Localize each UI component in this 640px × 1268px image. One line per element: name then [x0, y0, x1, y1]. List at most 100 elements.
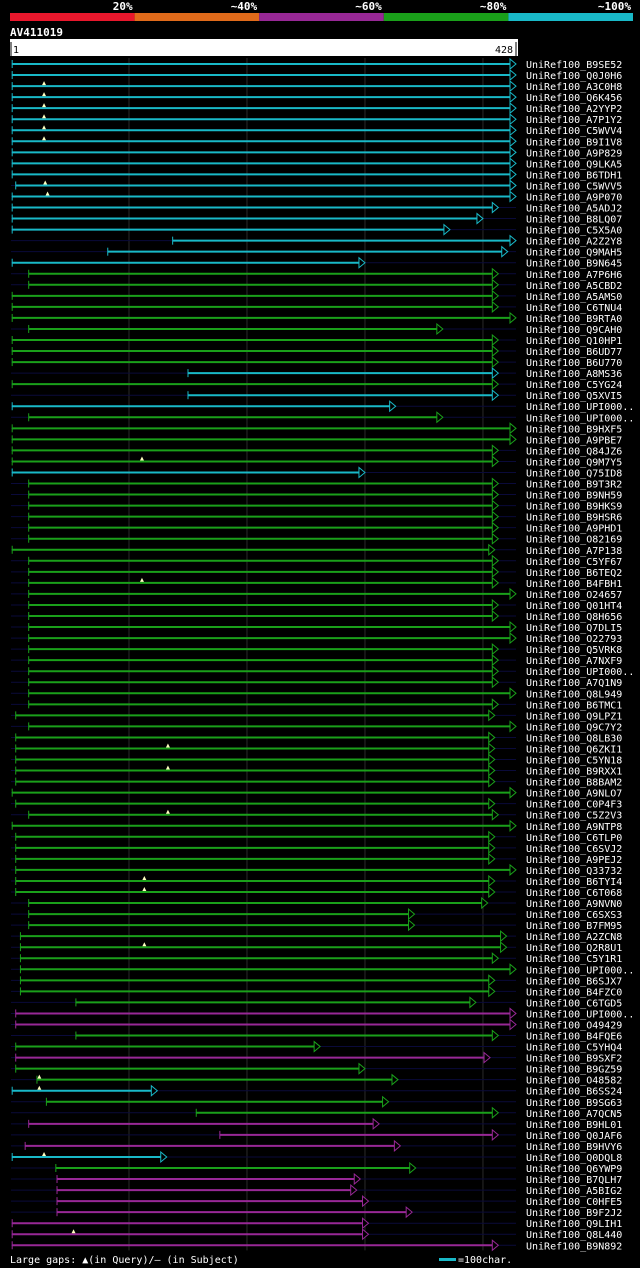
- hit-label[interactable]: UniRef100_B6TDH1: [526, 170, 622, 181]
- hit-label[interactable]: UniRef100_A9NTP8: [526, 822, 622, 833]
- hit-label[interactable]: UniRef100_B7QLH7: [526, 1175, 622, 1186]
- hit-label[interactable]: UniRef100_B9SG63: [526, 1098, 622, 1109]
- hit-label[interactable]: UniRef100_Q0DQL8: [526, 1153, 622, 1164]
- hit-label[interactable]: UniRef100_B4FQE6: [526, 1032, 622, 1043]
- hit-label[interactable]: UniRef100_Q75ID8: [526, 468, 622, 479]
- hit-label[interactable]: UniRef100_B9F2J2: [526, 1208, 622, 1219]
- hit-label[interactable]: UniRef100_O22793: [526, 634, 622, 645]
- hit-label[interactable]: UniRef100_C5YN18: [526, 756, 622, 767]
- hit-label[interactable]: UniRef100_B9HKS9: [526, 502, 622, 513]
- hit-label[interactable]: UniRef100_A7QCN5: [526, 1109, 622, 1120]
- hit-label[interactable]: UniRef100_A7Q1N9: [526, 678, 622, 689]
- hit-label[interactable]: UniRef100_UPI000..: [526, 1009, 634, 1020]
- hit-label[interactable]: UniRef100_Q9C7Y2: [526, 722, 622, 733]
- hit-label[interactable]: UniRef100_C0HFE5: [526, 1197, 622, 1208]
- hit-label[interactable]: UniRef100_B6SS24: [526, 1087, 622, 1098]
- hit-label[interactable]: UniRef100_C6TNU4: [526, 303, 622, 314]
- hit-label[interactable]: UniRef100_C6TLP0: [526, 833, 622, 844]
- hit-label[interactable]: UniRef100_B9HL01: [526, 1120, 622, 1131]
- hit-label[interactable]: UniRef100_A9NVN0: [526, 899, 622, 910]
- hit-label[interactable]: UniRef100_A7P1Y2: [526, 115, 622, 126]
- hit-label[interactable]: UniRef100_A5AMS0: [526, 292, 622, 303]
- hit-label[interactable]: UniRef100_O82169: [526, 535, 622, 546]
- hit-label[interactable]: UniRef100_Q8LB30: [526, 733, 622, 744]
- hit-label[interactable]: UniRef100_B4FBH1: [526, 579, 622, 590]
- hit-label[interactable]: UniRef100_B9HXF5: [526, 424, 622, 435]
- hit-label[interactable]: UniRef100_B6UD77: [526, 347, 622, 358]
- hit-label[interactable]: UniRef100_B7FM95: [526, 921, 622, 932]
- hit-label[interactable]: UniRef100_A9PBE7: [526, 435, 622, 446]
- hit-label[interactable]: UniRef100_Q2R8U1: [526, 943, 622, 954]
- hit-label[interactable]: UniRef100_C6SVJ2: [526, 844, 622, 855]
- hit-label[interactable]: UniRef100_B8LQ07: [526, 215, 622, 226]
- hit-label[interactable]: UniRef100_B9SXF2: [526, 1054, 622, 1065]
- hit-label[interactable]: UniRef100_Q5XVI5: [526, 391, 622, 402]
- hit-label[interactable]: UniRef100_A2Z2Y8: [526, 237, 622, 248]
- hit-label[interactable]: UniRef100_B8BAM2: [526, 778, 622, 789]
- hit-label[interactable]: UniRef100_B9N645: [526, 259, 622, 270]
- hit-label[interactable]: UniRef100_B9RXX1: [526, 767, 622, 778]
- hit-label[interactable]: UniRef100_A9P070: [526, 192, 622, 203]
- hit-label[interactable]: UniRef100_O49429: [526, 1020, 622, 1031]
- hit-label[interactable]: UniRef100_A9P829: [526, 148, 622, 159]
- hit-label[interactable]: UniRef100_Q9CAH0: [526, 325, 622, 336]
- hit-label[interactable]: UniRef100_Q10HP1: [526, 336, 622, 347]
- hit-label[interactable]: UniRef100_A8MS36: [526, 369, 622, 380]
- hit-label[interactable]: UniRef100_B9I1V8: [526, 137, 622, 148]
- hit-label[interactable]: UniRef100_B9GZ59: [526, 1065, 622, 1076]
- hit-label[interactable]: UniRef100_B9HVY6: [526, 1142, 622, 1153]
- hit-label[interactable]: UniRef100_B6TYI4: [526, 877, 622, 888]
- hit-label[interactable]: UniRef100_Q9M7Y5: [526, 457, 622, 468]
- hit-label[interactable]: UniRef100_UPI000..: [526, 667, 634, 678]
- hit-label[interactable]: UniRef100_C5YF67: [526, 557, 622, 568]
- hit-label[interactable]: UniRef100_Q0JAF6: [526, 1131, 622, 1142]
- hit-label[interactable]: UniRef100_B6SJX7: [526, 976, 622, 987]
- hit-label[interactable]: UniRef100_O48582: [526, 1076, 622, 1087]
- hit-label[interactable]: UniRef100_A5BIG2: [526, 1186, 622, 1197]
- hit-label[interactable]: UniRef100_A5CBD2: [526, 281, 622, 292]
- hit-label[interactable]: UniRef100_A7P138: [526, 546, 622, 557]
- hit-label[interactable]: UniRef100_A7NXF9: [526, 656, 622, 667]
- hit-label[interactable]: UniRef100_Q7DLI5: [526, 623, 622, 634]
- hit-label[interactable]: UniRef100_B6TMC1: [526, 700, 622, 711]
- hit-label[interactable]: UniRef100_A2ZCN8: [526, 932, 622, 943]
- hit-label[interactable]: UniRef100_B9T3R2: [526, 480, 622, 491]
- hit-label[interactable]: UniRef100_Q6ZKI1: [526, 744, 622, 755]
- hit-label[interactable]: UniRef100_A9NLO7: [526, 789, 622, 800]
- hit-label[interactable]: UniRef100_B9NH59: [526, 491, 622, 502]
- hit-label[interactable]: UniRef100_B9RTA0: [526, 314, 622, 325]
- hit-label[interactable]: UniRef100_C5YHQ4: [526, 1043, 622, 1054]
- hit-label[interactable]: UniRef100_A3C0H8: [526, 82, 622, 93]
- hit-label[interactable]: UniRef100_UPI000..: [526, 413, 634, 424]
- hit-label[interactable]: UniRef100_C5YG24: [526, 380, 622, 391]
- hit-label[interactable]: UniRef100_A5ADJ2: [526, 204, 622, 215]
- hit-label[interactable]: UniRef100_B4FZC0: [526, 987, 622, 998]
- hit-label[interactable]: UniRef100_C6SXS3: [526, 910, 622, 921]
- hit-label[interactable]: UniRef100_B6TEQ2: [526, 568, 622, 579]
- hit-label[interactable]: UniRef100_Q9LKA5: [526, 159, 622, 170]
- hit-label[interactable]: UniRef100_Q8L949: [526, 689, 622, 700]
- hit-label[interactable]: UniRef100_C5WVV5: [526, 181, 622, 192]
- hit-label[interactable]: UniRef100_C5WVV4: [526, 126, 622, 137]
- hit-label[interactable]: UniRef100_Q6K456: [526, 93, 622, 104]
- hit-label[interactable]: UniRef100_Q9MAH5: [526, 248, 622, 259]
- hit-label[interactable]: UniRef100_Q6YWP9: [526, 1164, 622, 1175]
- hit-label[interactable]: UniRef100_Q9LIH1: [526, 1219, 622, 1230]
- hit-label[interactable]: UniRef100_Q8H656: [526, 612, 622, 623]
- hit-label[interactable]: UniRef100_O24657: [526, 590, 622, 601]
- hit-label[interactable]: UniRef100_Q84JZ6: [526, 446, 622, 457]
- hit-label[interactable]: UniRef100_Q33732: [526, 866, 622, 877]
- hit-label[interactable]: UniRef100_A9PHD1: [526, 524, 622, 535]
- hit-label[interactable]: UniRef100_Q9LPZ1: [526, 711, 622, 722]
- hit-label[interactable]: UniRef100_Q8L440: [526, 1230, 622, 1241]
- hit-label[interactable]: UniRef100_Q0J0H6: [526, 71, 622, 82]
- hit-label[interactable]: UniRef100_B6U770: [526, 358, 622, 369]
- hit-label[interactable]: UniRef100_C6TGD5: [526, 998, 622, 1009]
- hit-label[interactable]: UniRef100_A2YYP2: [526, 104, 622, 115]
- hit-label[interactable]: UniRef100_B9HSR6: [526, 513, 622, 524]
- hit-label[interactable]: UniRef100_C5Z2V3: [526, 811, 622, 822]
- hit-label[interactable]: UniRef100_Q01HT4: [526, 601, 622, 612]
- hit-label[interactable]: UniRef100_C5Y1R1: [526, 954, 622, 965]
- hit-label[interactable]: UniRef100_C0P4F3: [526, 800, 622, 811]
- hit-label[interactable]: UniRef100_C5X5A0: [526, 226, 622, 237]
